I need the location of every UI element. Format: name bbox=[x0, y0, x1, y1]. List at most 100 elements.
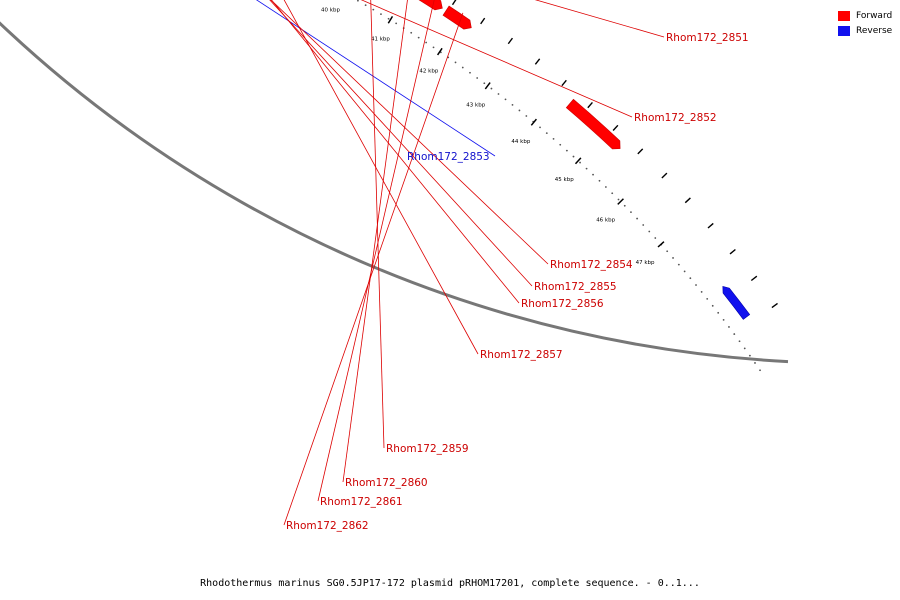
legend-item-forward: Forward bbox=[838, 8, 892, 23]
major-tick bbox=[574, 157, 582, 165]
outer-tick bbox=[480, 17, 486, 25]
minor-tick-dot bbox=[636, 217, 639, 220]
feature-label[interactable]: Rhom172_2857 bbox=[480, 349, 563, 361]
tick-label: 42 kbp bbox=[419, 68, 438, 74]
minor-tick-dot bbox=[559, 143, 562, 146]
minor-tick-dot bbox=[572, 155, 575, 158]
minor-tick-dot bbox=[425, 41, 428, 44]
minor-tick-dot bbox=[518, 109, 521, 112]
feature-leaders bbox=[256, 0, 665, 526]
feature-labels: Rhom172_2851 Rhom172_2852 Rhom172_2853 Rhom… bbox=[286, 32, 749, 532]
minor-tick-dot bbox=[372, 8, 375, 11]
outer-tick bbox=[507, 37, 514, 45]
outer-tick bbox=[750, 275, 758, 282]
feature-leader bbox=[283, 12, 464, 526]
outer-tick bbox=[707, 222, 714, 229]
major-tick bbox=[530, 118, 537, 126]
feature-arrow[interactable] bbox=[417, 0, 443, 11]
major-tick bbox=[484, 82, 491, 90]
map-caption: Rhodothermus marinus SG0.5JP17-172 plasm… bbox=[200, 578, 700, 589]
minor-tick-dot bbox=[504, 98, 507, 101]
minor-tick-dot bbox=[432, 46, 435, 49]
features bbox=[417, 0, 751, 320]
feature-leader bbox=[270, 0, 549, 265]
feature-leader bbox=[360, 0, 633, 118]
minor-tick-dot bbox=[728, 326, 730, 328]
reverse-swatch bbox=[838, 25, 850, 36]
feature-label[interactable]: Rhom172_2862 bbox=[286, 520, 369, 532]
minor-tick-dot bbox=[497, 93, 500, 95]
minor-tick-dot bbox=[545, 132, 548, 135]
minor-tick-dot bbox=[469, 71, 471, 74]
minor-tick-dot bbox=[585, 167, 588, 170]
tick-label: 41 kbp bbox=[371, 37, 390, 43]
legend: Forward Reverse bbox=[838, 8, 892, 38]
minor-tick-dot bbox=[617, 198, 620, 201]
feature-arrow[interactable] bbox=[565, 98, 621, 150]
feature-label[interactable]: Rhom172_2861 bbox=[320, 496, 403, 508]
feature-arrow[interactable] bbox=[722, 285, 751, 320]
minor-tick-dot bbox=[476, 77, 479, 79]
minor-tick-dot bbox=[364, 4, 367, 7]
outer-tick bbox=[451, 0, 457, 6]
outer-tick bbox=[534, 58, 541, 65]
major-ticks bbox=[387, 0, 778, 309]
minor-tick-dot bbox=[357, 0, 359, 2]
tick-labels: 33 kbp34 kbp35 kbp36 kbp37 kbp38 kbp39 k… bbox=[321, 7, 655, 266]
feature-label[interactable]: Rhom172_2859 bbox=[386, 443, 469, 455]
minor-tick-dot bbox=[579, 161, 581, 164]
feature-leader bbox=[283, 0, 479, 355]
minor-tick-dot bbox=[689, 277, 692, 280]
minor-tick-dot bbox=[677, 263, 680, 266]
legend-item-reverse: Reverse bbox=[838, 23, 892, 38]
minor-tick-dot bbox=[380, 13, 382, 16]
feature-label[interactable]: Rhom172_2856 bbox=[521, 298, 604, 310]
outer-tick bbox=[661, 172, 668, 179]
minor-tick-dot bbox=[666, 250, 669, 253]
major-tick bbox=[387, 16, 394, 24]
tick-label: 46 kbp bbox=[596, 218, 615, 224]
minor-tick-dot bbox=[654, 237, 657, 239]
minor-tick-dot bbox=[695, 284, 697, 286]
feature-arrow[interactable] bbox=[442, 5, 472, 30]
feature-leader bbox=[269, 0, 533, 287]
feature-label[interactable]: Rhom172_2853 bbox=[407, 151, 490, 163]
minor-tick-dot bbox=[748, 354, 751, 357]
outer-tick bbox=[771, 302, 778, 309]
tick-label: 44 kbp bbox=[511, 139, 530, 145]
feature-label[interactable]: Rhom172_2852 bbox=[634, 112, 717, 124]
feature-label[interactable]: Rhom172_2855 bbox=[534, 281, 617, 293]
feature-label[interactable]: Rhom172_2860 bbox=[345, 477, 428, 489]
minor-tick-dot bbox=[700, 291, 703, 293]
minor-tick-dot bbox=[552, 138, 555, 140]
outer-tick bbox=[637, 148, 644, 155]
feature-leader bbox=[370, 0, 385, 449]
sequence-backbone bbox=[0, 21, 789, 364]
minor-tick-dot bbox=[410, 31, 413, 34]
minor-tick-dot bbox=[738, 340, 741, 343]
minor-tick-dot bbox=[706, 297, 709, 300]
tick-label: 40 kbp bbox=[321, 7, 340, 13]
legend-label-reverse: Reverse bbox=[856, 25, 893, 36]
tick-label: 43 kbp bbox=[466, 102, 485, 108]
outer-tick bbox=[729, 248, 736, 255]
minor-tick-dot bbox=[711, 304, 714, 307]
minor-tick-dot bbox=[454, 61, 457, 64]
minor-tick-dot bbox=[733, 333, 736, 335]
major-tick bbox=[617, 198, 624, 205]
minor-tick-dot bbox=[722, 318, 725, 321]
feature-label[interactable]: Rhom172_2854 bbox=[550, 259, 633, 271]
minor-tick-dot bbox=[539, 126, 541, 129]
minor-tick-dot bbox=[387, 17, 390, 20]
minor-tick-dot bbox=[642, 224, 645, 226]
feature-label[interactable]: Rhom172_2851 bbox=[666, 32, 749, 44]
minor-tick-dot bbox=[592, 173, 594, 176]
minor-tick-dot bbox=[754, 362, 756, 364]
minor-tick-dot bbox=[598, 179, 601, 182]
outer-tick bbox=[684, 197, 691, 204]
feature-leader bbox=[317, 0, 435, 502]
feature-leader bbox=[256, 0, 496, 157]
feature-leader bbox=[342, 0, 408, 483]
major-tick bbox=[657, 241, 665, 248]
